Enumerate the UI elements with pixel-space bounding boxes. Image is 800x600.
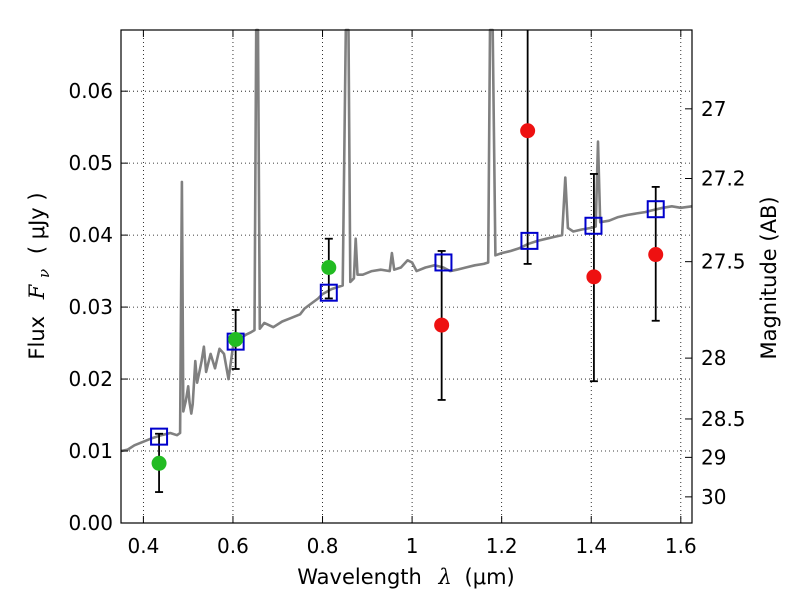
y-tick-label: 0.06 (68, 79, 113, 103)
observed-flux-point (228, 331, 244, 347)
y-axis-label-subscript: ν (35, 269, 53, 278)
y2-tick-label: 27 (701, 97, 726, 121)
marker-layer (150, 123, 665, 471)
y-tick-label: 0.02 (68, 367, 113, 391)
x-tick-label: 1.6 (665, 534, 697, 558)
model-photometry-square (646, 200, 665, 219)
x-tick-label: 0.8 (307, 534, 339, 558)
observed-flux-point (434, 317, 450, 333)
model-photometry-square (434, 253, 453, 272)
axis-ticks: 0.4 0.6 0.8 1 1.2 1.4 1.6 0.00 0.01 0.02 0.03 0.04 0… (68, 30, 746, 558)
grid-lines (121, 30, 692, 524)
y2-tick-label: 27.2 (701, 167, 746, 191)
x-axis-label-symbol: λ (438, 565, 452, 589)
observed-flux-point (151, 455, 167, 471)
x-tick-label: 1.2 (486, 534, 518, 558)
model-photometry-square (584, 216, 603, 235)
x-tick-label: 0.6 (217, 534, 249, 558)
y-tick-label: 0.03 (68, 295, 113, 319)
y2-tick-label: 28.5 (701, 407, 746, 431)
y-axis-label-symbol: F (25, 283, 49, 300)
observed-flux-point (321, 260, 337, 276)
y2-tick-label: 30 (701, 485, 726, 509)
model-photometry-square (319, 283, 338, 302)
x-tick-label: 0.4 (127, 534, 159, 558)
x-axis-label: Wavelength λ (μm) (297, 565, 514, 589)
plot-frame (120, 29, 693, 524)
x-tick-label: 1 (406, 534, 419, 558)
y2-tick-label: 27.5 (701, 250, 746, 274)
y-axis-label-main: Flux (25, 316, 49, 360)
model-spectrum-layer (120, 28, 693, 453)
y-tick-label: 0.00 (68, 511, 113, 535)
y-axis-label: Flux F ν ( μJy ) (25, 192, 54, 359)
x-axis-label-main: Wavelength (297, 565, 422, 589)
model-photometry-square (150, 427, 169, 446)
y2-axis-label: Magnitude (AB) (757, 196, 781, 359)
y-tick-label: 0.04 (68, 223, 113, 247)
x-tick-label: 1.4 (575, 534, 607, 558)
model-spectrum-line (120, 28, 693, 453)
x-axis-label-unit: (μm) (465, 565, 515, 589)
observed-flux-point (648, 247, 664, 263)
observed-flux-point (520, 123, 536, 139)
y2-tick-label: 29 (701, 445, 726, 469)
y2-tick-label: 28 (701, 346, 726, 370)
observed-flux-point (586, 269, 602, 285)
y-axis-label-unit: ( μJy ) (25, 192, 49, 254)
model-photometry-square (520, 231, 539, 250)
y-tick-label: 0.05 (68, 151, 113, 175)
y-tick-label: 0.01 (68, 439, 113, 463)
